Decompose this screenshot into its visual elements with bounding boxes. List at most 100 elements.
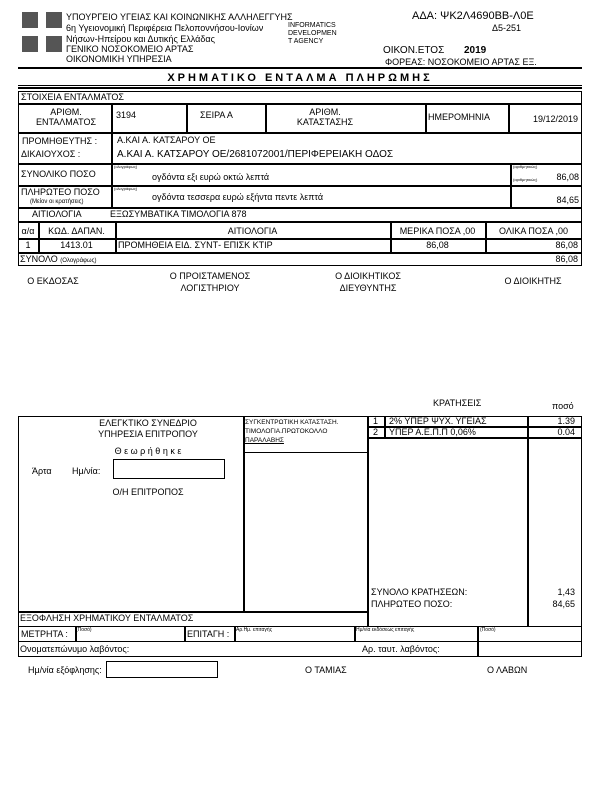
order-number: 3194 xyxy=(116,110,137,120)
col-line xyxy=(75,626,77,642)
sig-accounting-1: Ο ΠΡΟΙΣΤΑΜΕΝΟΣ xyxy=(169,271,251,281)
col-line xyxy=(384,416,386,438)
in-words-hint: (ολογράφως) xyxy=(114,164,138,169)
audit-date-label: Ημ/νία: xyxy=(72,466,101,476)
col-line xyxy=(477,641,479,657)
row-no: 1 xyxy=(25,240,31,250)
col-header: ΚΩΔ. ΔΑΠΑΝ. xyxy=(48,226,105,236)
paid-date-label: Ημ/νία εξόφλησης: xyxy=(28,665,102,675)
order-table xyxy=(18,91,582,266)
col-line xyxy=(115,221,117,252)
row-line xyxy=(18,132,582,134)
check-no: Αρ.Ημ. επιταγής xyxy=(236,627,273,633)
in-numbers-hint: (αριθμητικώς) xyxy=(513,164,538,169)
entity: ΦΟΡΕΑΣ: ΝΟΣΟΚΟΜΕΙΟ ΑΡΤΑΣ ΕΞ. xyxy=(385,57,537,67)
ministry: ΥΠΟΥΡΓΕΙΟ ΥΓΕΙΑΣ ΚΑΙ ΚΟΙΝΩΝΙΚΗΣ ΑΛΛΗΛΕΓΓ… xyxy=(66,12,293,22)
col-header: ΑΙΤΙΟΛΟΓΙΑ xyxy=(227,226,278,236)
col-line xyxy=(265,103,267,132)
region-1: 6η Υγειονομική Περιφέρεια Πελοποννήσου-Ι… xyxy=(66,23,264,33)
sig-admin-1: Ο ΔΙΟΙΚΗΤΙΚΟΣ xyxy=(335,271,401,281)
in-words-hint: (ολογράφως) xyxy=(114,186,138,191)
row-partial: 86,08 xyxy=(426,240,449,250)
col-header: α/α xyxy=(21,226,35,236)
deductions-total-label: ΣΥΝΟΛΟ ΚΡΑΤΗΣΕΩΝ: xyxy=(371,587,468,597)
audit-date-field[interactable] xyxy=(113,459,225,479)
sig-issuer: Ο ΕΚΔΟΣΑΣ xyxy=(27,276,79,286)
row-line xyxy=(18,103,582,105)
reason-label: ΑΙΤΙΟΛΟΓΙΑ xyxy=(32,209,82,219)
col-line xyxy=(234,626,236,642)
col-line xyxy=(425,103,427,132)
sig-accounting-2: ΛΟΓΙΣΤΗΡΙΟΥ xyxy=(180,282,240,293)
audit-line2: ΥΠΗΡΕΣΙΑ ΕΠΙΤΡΟΠΟΥ xyxy=(98,429,198,439)
total-label: ΣΥΝΟΛΙΚΟ ΠΟΣΟ xyxy=(21,169,96,179)
service: ΟΙΚΟΝΟΜΙΚΗ ΥΠΗΡΕΣΙΑ xyxy=(66,54,172,64)
row-line xyxy=(18,252,582,254)
deduction-name: ΥΠΕΡ Α.Ε.Π.Π 0,06% xyxy=(389,427,476,437)
deduction-no: 2 xyxy=(373,427,379,437)
date: 19/12/2019 xyxy=(532,114,578,124)
series: ΣΕΙΡΑ Α xyxy=(200,110,233,120)
payable-label: ΠΛΗΡΩΤΕΟ ΠΟΣΟ xyxy=(21,187,100,197)
col-line xyxy=(38,221,40,252)
row-desc: ΠΡΟΜΗΘΕΙΑ ΕΙΔ. ΣΥΝΤ- ΕΠΙΣΚ ΚΤΙΡ xyxy=(118,240,273,250)
divider xyxy=(18,87,582,89)
row-line xyxy=(367,426,582,428)
deductions-total: 1,43 xyxy=(557,587,575,597)
in-numbers-hint: (αριθμητικώς) xyxy=(513,177,538,182)
deduction-name: 2% ΥΠΕΡ ΨΥΧ. ΥΓΕΙΑΣ xyxy=(389,416,487,426)
order-number-label: ΑΡΙΘΜ. ΕΝΤΑΛΜΑΤΟΣ xyxy=(35,107,97,127)
beneficiary: Α.ΚΑΙ Α. ΚΑΤΣΑΡΟΥ ΟΕ/2681072001/ΠΕΡΙΦΕΡΕ… xyxy=(117,149,394,160)
col-line xyxy=(367,416,369,627)
total-words: ογδόντα εξι ευρώ οκτώ λεπτά xyxy=(152,172,270,182)
row-total: 86,08 xyxy=(555,240,578,250)
deductions-payable: 84,65 xyxy=(552,599,575,609)
sum-label: ΣΥΝΟΛΟ (Ολογράφως) xyxy=(20,254,97,265)
row-line xyxy=(18,238,582,240)
recipient-row xyxy=(18,641,582,657)
col-line xyxy=(243,416,245,611)
supplier: Α.ΚΑΙ Α. ΚΑΤΣΑΡΟΥ ΟΕ xyxy=(117,135,216,145)
section-title: ΣΤΟΙΧΕΙΑ ΕΝΤΑΛΜΑΤΟΣ xyxy=(21,92,124,102)
sig-admin: Ο ΔΙΟΙΚΗΤΙΚΟΣ ΔΙΕΥΘΥΝΤΗΣ xyxy=(318,271,418,294)
payable-sub: (Μείον οι κρατήσεις) xyxy=(30,199,84,205)
sig-accounting: Ο ΠΡΟΙΣΤΑΜΕΝΟΣ ΛΟΓΙΣΤΗΡΙΟΥ xyxy=(160,271,260,294)
deduction-no: 1 xyxy=(373,416,379,426)
row-line xyxy=(18,163,582,165)
col-line xyxy=(390,221,392,252)
settlement-title: ΕΞΟΦΛΗΣΗ ΧΡΗΜΑΤΙΚΟΥ ΕΝΤΑΛΜΑΤΟΣ xyxy=(20,613,194,623)
row-line xyxy=(18,611,368,613)
audit-place: Άρτα xyxy=(32,466,52,476)
fiscal-year-label: ΟΙΚΟΝ.ΕΤΟΣ xyxy=(383,45,445,56)
payable-words: ογδόντα τεσσερα ευρώ εξήντα πεντε λεπτά xyxy=(152,192,324,202)
audit-commissioner: Ο/Η ΕΠΙΤΡΟΠΟΣ xyxy=(112,487,184,497)
col-line xyxy=(485,221,487,252)
payment-row xyxy=(18,626,582,642)
beneficiary-label: ΔΙΚΑΙΟΥΧΟΣ : xyxy=(21,149,81,159)
cash-hint: (Ποσό) xyxy=(76,627,92,633)
col-header: ΜΕΡΙΚΑ ΠΟΣΑ ,00 xyxy=(399,226,476,236)
deduction-amount: 1.39 xyxy=(557,416,575,426)
col-line xyxy=(508,103,510,132)
supplier-label: ΠΡΟΜΗΘΕΥΤΗΣ : xyxy=(22,136,98,146)
receiver: Ο ΛΑΒΩΝ xyxy=(487,665,528,675)
recipient-label: Ονοματεπώνυμο λαβόντος: xyxy=(20,644,130,654)
status-label: ΑΡΙΘΜ. ΚΑΤΑΣΤΑΣΗΣ xyxy=(296,107,354,127)
sum: 86,08 xyxy=(555,254,578,264)
cashier: Ο ΤΑΜΙΑΣ xyxy=(305,665,347,675)
row-line xyxy=(18,185,582,187)
sum-hint: (Ολογράφως) xyxy=(60,258,97,264)
region-2: Νήσων-Ηπείρου και Δυτικής Ελλάδας xyxy=(66,34,215,44)
date-label: ΗΜΕΡΟΜΗΝΙΑ xyxy=(428,112,491,122)
summary-line2: ΤΙΜΟΛΟΓΙΑ.ΠΡΩΤΟΚΟΛΛΟ xyxy=(245,428,328,435)
hospital: ΓΕΝΙΚΟ ΝΟΣΟΚΟΜΕΙΟ ΑΡΤΑΣ xyxy=(66,44,194,54)
payable: 84,65 xyxy=(556,195,579,205)
check-date: Ημ/νία εκδόσεως επιταγής xyxy=(356,627,415,633)
sum-label-text: ΣΥΝΟΛΟ xyxy=(20,254,58,264)
divider xyxy=(18,67,582,69)
col-line xyxy=(527,416,529,627)
row-code: 1413.01 xyxy=(60,240,93,250)
paid-date-field[interactable] xyxy=(106,661,218,678)
summary-line1: ΣΥΓΚΕΝΤΡΩΤΙΚΗ ΚΑΤΑΣΤΑΣΗ. xyxy=(245,419,339,426)
summary-line3: ΠΑΡΑΛΑΒΗΣ xyxy=(245,437,284,444)
